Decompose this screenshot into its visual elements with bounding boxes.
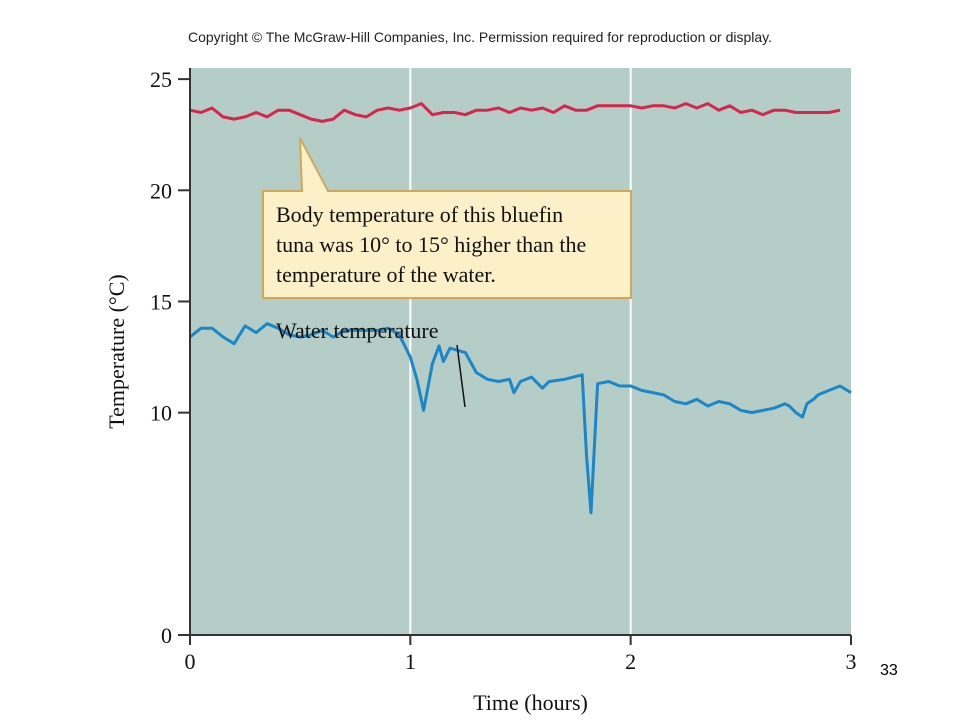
x-tick-label: 3	[846, 649, 857, 674]
x-axis-title: Time (hours)	[473, 690, 588, 715]
plot-area	[190, 68, 851, 635]
series-layer	[189, 102, 852, 515]
body-temperature-callout: Body temperature of this bluefin tuna wa…	[262, 137, 632, 299]
x-tick-label: 1	[405, 649, 416, 674]
y-axis-title: Temperature (°C)	[104, 274, 129, 428]
y-tick-label: 15	[150, 289, 172, 314]
body-temperature-line	[189, 102, 841, 123]
y-tick-label: 20	[150, 178, 172, 203]
callout-line-1: Body temperature of this bluefin	[276, 202, 563, 227]
callout-line-2: tuna was 10° to 15° higher than the	[276, 232, 586, 257]
slide-number: 33	[880, 662, 898, 679]
callout-box	[262, 137, 632, 299]
water-temperature-annotation: Water temperature	[276, 318, 466, 408]
grid-lines	[409, 68, 632, 635]
x-tick-label: 0	[185, 649, 196, 674]
x-tick-label: 2	[625, 649, 636, 674]
y-tick-label: 10	[150, 401, 172, 426]
water-temperature-line	[189, 322, 852, 515]
y-tick-label: 0	[161, 623, 172, 648]
copyright-notice: Copyright © The McGraw-Hill Companies, I…	[187, 29, 773, 45]
water-temperature-label: Water temperature	[276, 318, 439, 343]
callout-line-3: temperature of the water.	[276, 262, 496, 287]
water-label-pointer	[456, 344, 466, 408]
axes: 0 10 15 20 25 0 1 2 3	[150, 67, 857, 674]
y-tick-label: 25	[150, 67, 172, 92]
